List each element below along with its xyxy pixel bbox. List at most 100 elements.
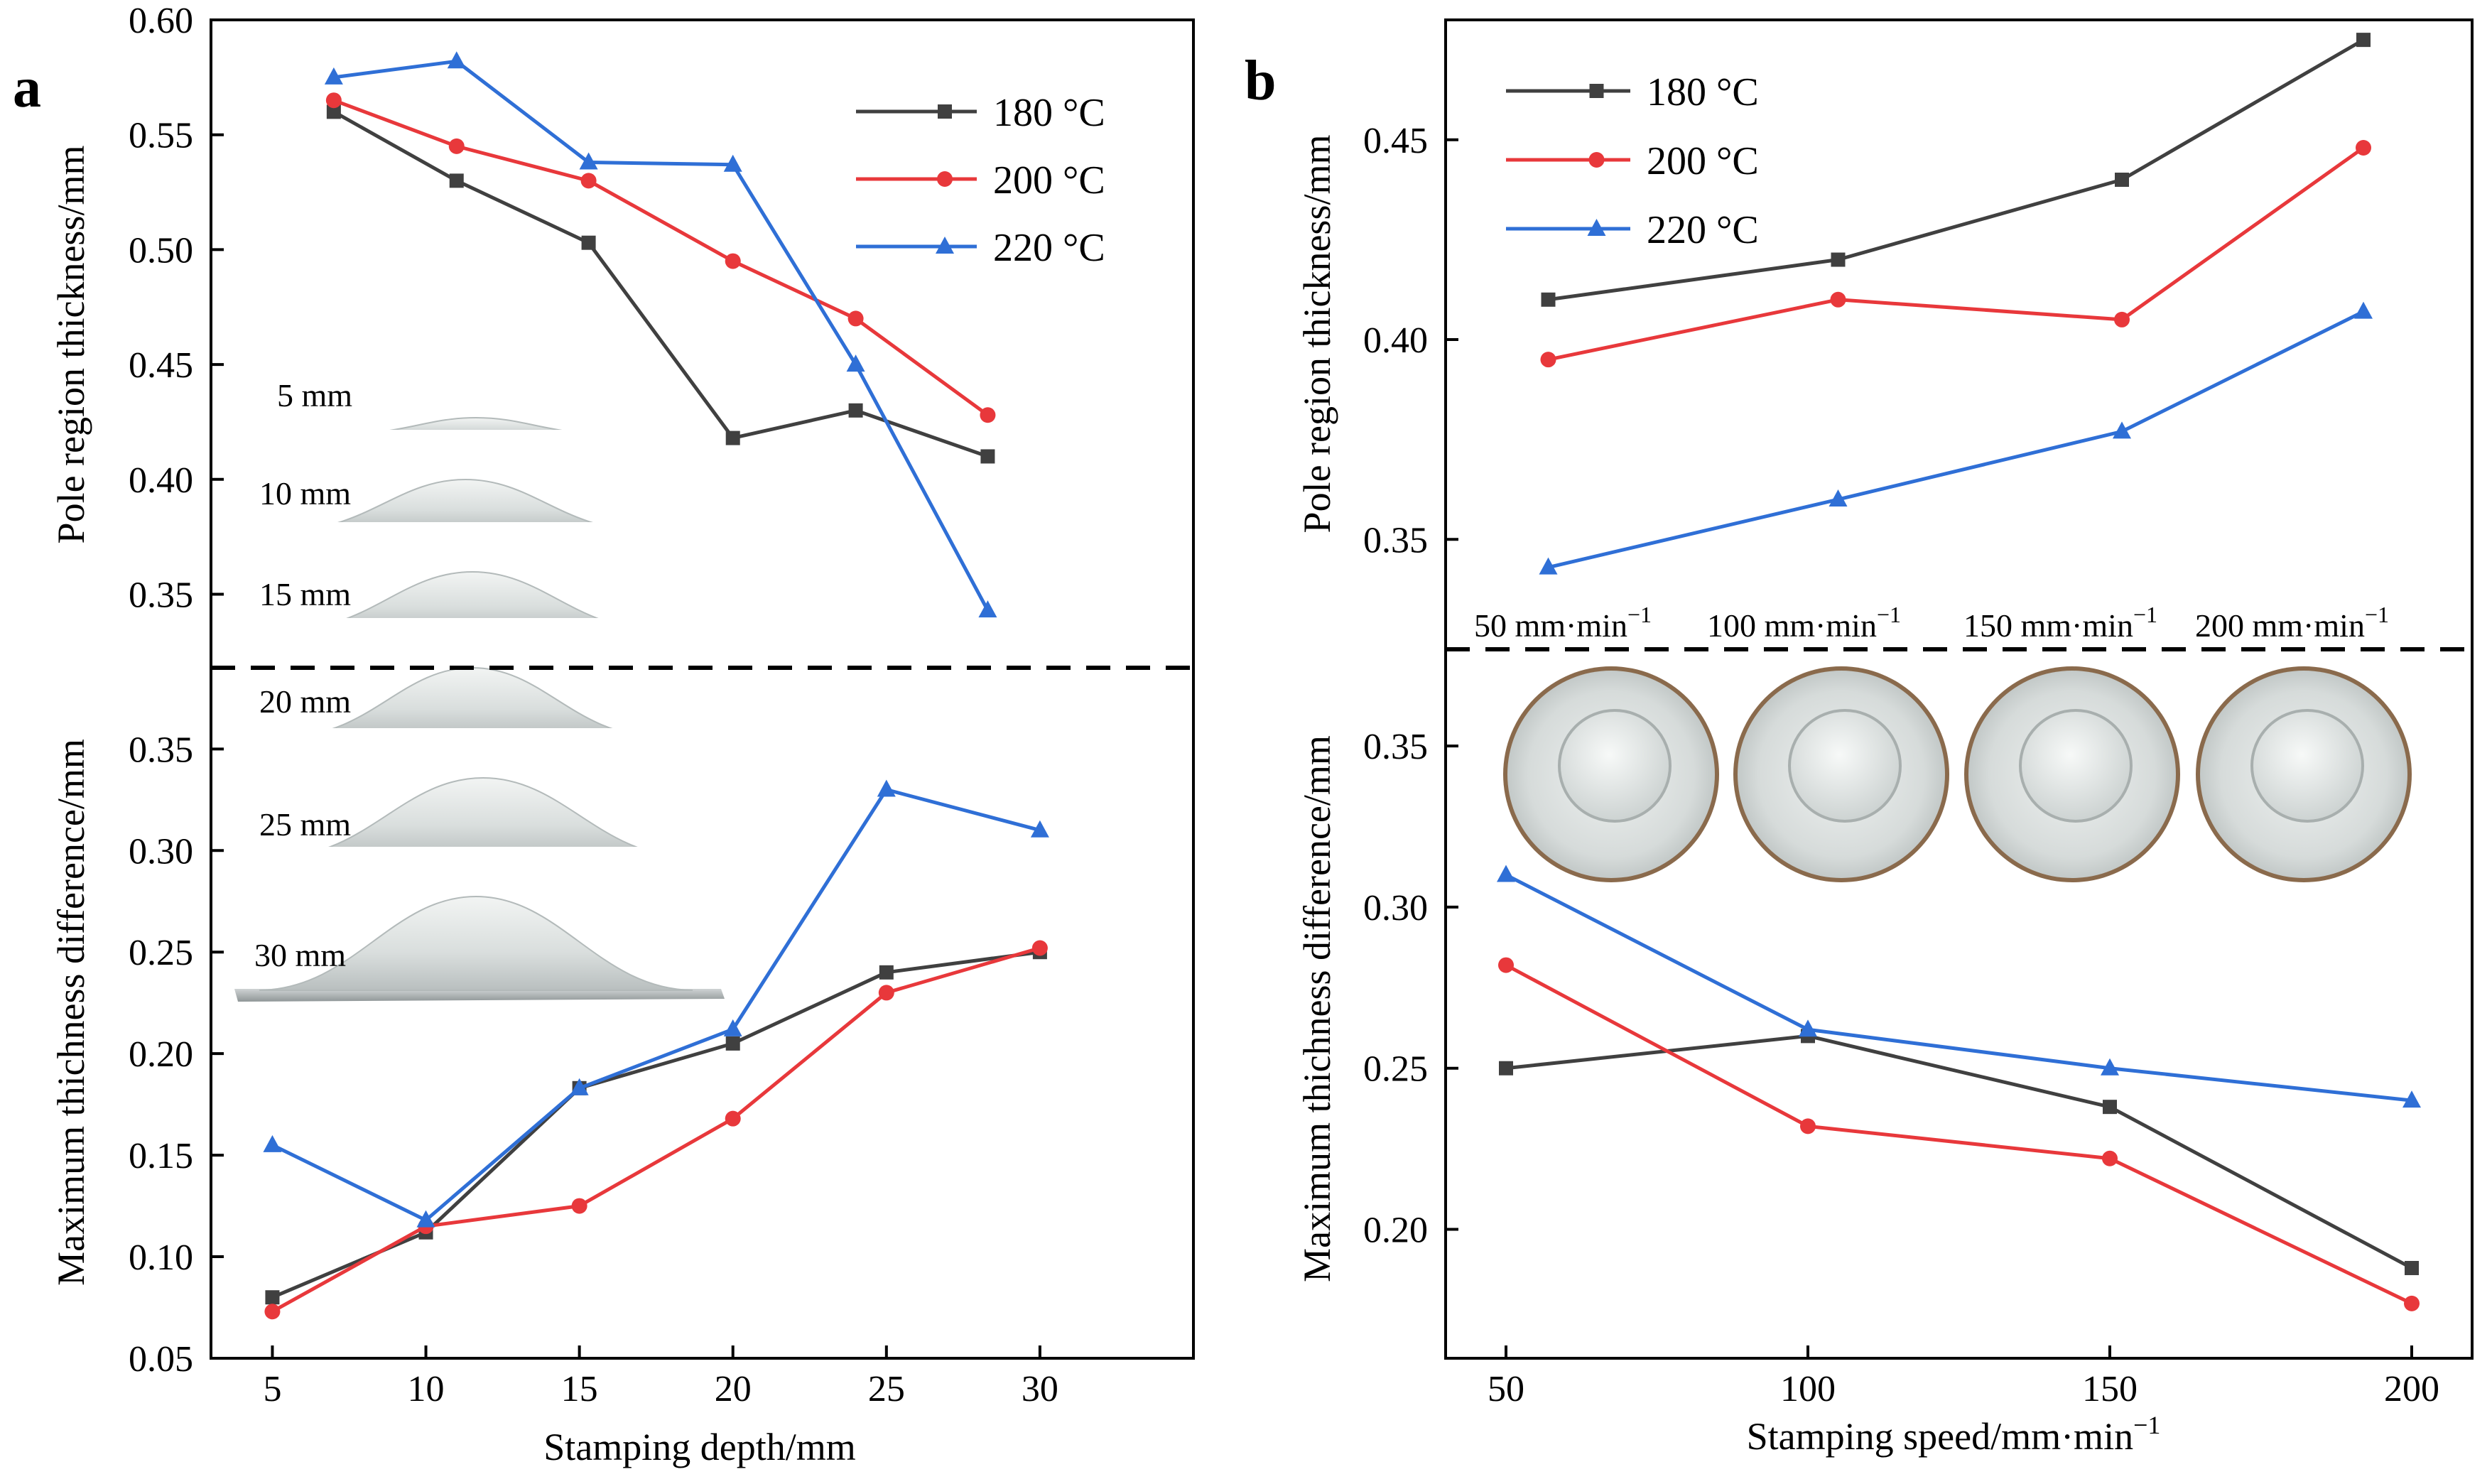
y-tick-label: 0.30 [1363,888,1428,928]
legend-marker [1587,219,1606,236]
speed-photo: 100 mm·min−1 [1707,602,1949,882]
plot-b-xlabel-sup: −1 [2133,1411,2160,1439]
data-point [1831,252,1846,267]
data-point [1498,957,1514,973]
series-line-200c [332,98,989,417]
x-tick-label: 30 [1022,1369,1058,1409]
photo-dome-top [1558,709,1672,823]
legend-label: 180 °C [993,91,1105,135]
data-point [2356,33,2371,48]
depth-photo-label: 15 mm [259,576,351,612]
x-tick-label: 25 [868,1369,905,1409]
data-point [879,965,894,980]
data-point [877,779,896,797]
legend-label: 220 °C [993,226,1105,270]
plot-b-frame [1444,18,2474,1360]
data-point [1030,820,1049,838]
data-point [1830,291,1846,308]
data-point [2115,173,2129,188]
panel-a-letter: a [13,57,41,119]
y-tick-label: 0.55 [129,116,193,156]
data-point [2356,140,2371,156]
data-point [416,1210,435,1228]
data-point [980,449,995,464]
photo-dome [287,478,644,531]
data-point [848,403,863,418]
data-point [878,985,894,1001]
series-line-200c [1505,963,2413,1306]
speed-photo-label: 50 mm·min−1 [1474,602,1652,644]
legend-label: 200 °C [993,158,1105,202]
speed-photo: 200 mm·min−1 [2195,602,2412,882]
y-tick-label: 0.40 [1363,320,1428,361]
data-point [2101,1058,2119,1076]
series-line-180c [1548,38,2365,302]
x-tick-label: 150 [2082,1369,2138,1409]
speed-photo-label-sup: −1 [1877,602,1901,627]
speed-photo-label: 200 mm·min−1 [2195,602,2389,644]
legend-marker [1588,152,1605,168]
panel-b-letter: b [1245,50,1277,112]
data-point [1031,940,1048,956]
data-point [2113,421,2131,439]
speed-photo-label-sup: −1 [2365,602,2389,627]
data-point [265,1290,280,1305]
data-point [846,354,865,372]
data-point [2404,1295,2420,1311]
photo-dome [276,776,690,858]
data-point [570,1078,589,1095]
y-tick-label: 0.60 [129,1,193,41]
plot-b-xlabel-main: Stamping speed/mm·min [1747,1415,2133,1458]
photo-dome-top [2250,709,2364,823]
legend-label: 200 °C [1647,139,1759,183]
x-tick-label: 20 [715,1369,752,1409]
data-point [1799,1019,1817,1037]
panel-a: a 5 mm 10 mm 15 mm 20 mm 25 mm 30 mm 5 10 15 20 2… [13,1,1195,1468]
data-point [1539,557,1558,575]
data-point [263,1134,282,1152]
y-tick-label: 0.35 [129,730,193,770]
plot-a-top-ylabel: Pole region thickness/mm [50,146,92,544]
plot-a-xlabel: Stamping depth/mm [543,1426,856,1468]
plot-b-bottom-ylabel: Maximum thichness difference/mm [1296,735,1338,1282]
data-point [723,1019,742,1036]
legend-marker [1589,84,1604,98]
depth-photo-label: 20 mm [259,683,351,720]
y-tick-label: 0.10 [129,1237,193,1278]
legend-marker [937,171,953,187]
series-line-200c [1547,146,2365,362]
x-tick-label: 50 [1488,1369,1524,1409]
y-tick-label: 0.45 [129,345,193,386]
depth-photo-label: 5 mm [277,377,352,413]
data-point [2102,1150,2118,1166]
x-tick-label: 100 [1780,1369,1836,1409]
y-tick-label: 0.20 [129,1034,193,1075]
y-tick-label: 0.50 [129,230,193,271]
y-tick-label: 0.35 [1363,520,1428,560]
data-point [1497,865,1515,882]
speed-photo: 50 mm·min−1 [1474,602,1719,882]
data-point [324,67,343,85]
photo-dome-top [2019,709,2133,823]
plot-a-ticks: 5 10 15 20 25 30 0.35 0.40 0.45 0.50 0.55 0.60 0.05 0… [129,1,1058,1409]
speed-photo: 150 mm·min−1 [1963,602,2180,882]
data-point [1499,1061,1513,1076]
data-point [725,253,741,269]
data-point [2114,311,2130,327]
data-point [725,1110,741,1127]
data-point [571,1198,587,1214]
speed-photo-label-sup: −1 [1627,602,1652,627]
data-point [723,154,742,172]
data-point [448,138,465,154]
data-point [579,152,598,170]
data-point [581,235,596,250]
legend-a: 180 °C 200 °C 220 °C [856,91,1105,270]
legend-marker [936,237,954,254]
plot-b-series [1497,33,2421,1311]
data-point [1800,1118,1816,1134]
data-point [978,600,997,618]
series-line-180c [271,950,1041,1299]
plot-a-bottom-ylabel: Maximum thichness difference/mm [50,739,92,1286]
y-tick-label: 0.20 [1363,1211,1428,1251]
y-tick-label: 0.15 [129,1136,193,1176]
